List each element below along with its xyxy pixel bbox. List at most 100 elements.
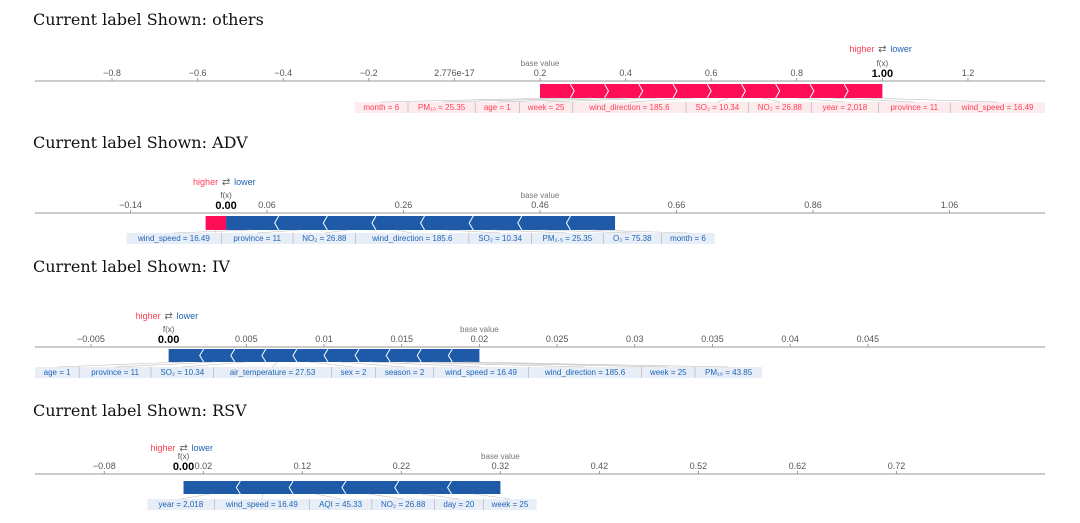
feature-connector xyxy=(542,229,633,234)
feature-label-bg xyxy=(434,499,484,510)
feature-connector xyxy=(497,97,626,103)
tick-label: 2.776e-17 xyxy=(434,68,475,78)
feature-label: wind_speed = 16.49 xyxy=(225,500,298,509)
feature-label: week = 25 xyxy=(527,103,565,112)
feature-label: SO₂ = 10.34 xyxy=(695,103,739,112)
feature-connector xyxy=(421,493,459,500)
positive-chevron xyxy=(740,83,746,99)
feature-connector xyxy=(261,493,264,500)
legend-higher: higher xyxy=(193,177,218,187)
feature-label-bg xyxy=(528,367,642,378)
tick-label: 0.52 xyxy=(690,461,708,471)
feature-label: age = 1 xyxy=(44,368,71,377)
feature-label-bg xyxy=(531,233,604,244)
feature-label-bg xyxy=(950,102,1045,113)
feature-label-bg xyxy=(519,102,573,113)
legend-arrows-icon: ⇄ xyxy=(222,177,230,188)
negative-chevron xyxy=(288,480,294,495)
feature-connector xyxy=(831,97,915,103)
negative-chevron xyxy=(447,348,453,363)
feature-connector xyxy=(370,361,482,368)
feature-label: PM₂.₅ = 25.35 xyxy=(543,234,593,243)
positive-chevron xyxy=(672,83,678,99)
tick-label: −0.2 xyxy=(360,68,378,78)
feature-label-bg xyxy=(213,367,332,378)
tick-label: 1.06 xyxy=(941,200,959,210)
tick-label: 0.045 xyxy=(857,334,880,344)
feature-label-bg xyxy=(475,102,520,113)
positive-chevron xyxy=(775,83,781,99)
feature-connector xyxy=(308,361,354,368)
feature-label-bg xyxy=(641,367,695,378)
panel-title-rsv: Current label Shown: RSV xyxy=(33,401,247,420)
feature-label: wind_direction = 185.6 xyxy=(588,103,670,112)
feature-label-bg xyxy=(572,102,686,113)
feature-label-bg xyxy=(79,367,151,378)
feature-label: SO₂ = 10.34 xyxy=(478,234,522,243)
base-value-label: base value xyxy=(521,191,560,200)
tick-label: 0.46 xyxy=(531,200,549,210)
feature-label: season = 2 xyxy=(385,368,425,377)
feature-label-bg xyxy=(371,499,435,510)
feature-label-bg xyxy=(603,233,662,244)
feature-label-bg xyxy=(468,233,532,244)
fx-label: f(x) xyxy=(220,191,232,200)
negative-chevron xyxy=(274,215,280,231)
feature-connector xyxy=(463,361,729,368)
tick-label: 0.62 xyxy=(789,461,807,471)
feature-connector xyxy=(441,97,592,103)
tick-label: 0.025 xyxy=(546,334,569,344)
negative-chevron xyxy=(354,348,360,363)
negative-chevron xyxy=(230,348,236,363)
legend-lower: lower xyxy=(890,44,912,54)
tick-label: 1.2 xyxy=(962,68,975,78)
feature-label-bg xyxy=(661,233,715,244)
tick-label: −0.6 xyxy=(189,68,207,78)
feature-connector xyxy=(546,97,660,103)
feature-connector xyxy=(432,361,669,368)
legend-arrows-icon: ⇄ xyxy=(878,44,886,55)
positive-bar xyxy=(205,216,227,230)
negative-chevron xyxy=(199,348,205,363)
feature-connector xyxy=(473,493,511,500)
legend-arrows-icon: ⇄ xyxy=(179,443,187,454)
feature-label-bg xyxy=(355,233,469,244)
tick-label: −0.005 xyxy=(77,334,105,344)
feature-connector xyxy=(444,229,501,234)
feature-label: wind_speed = 16.49 xyxy=(444,368,517,377)
force-plot-2: −0.005 0.005 0.01 0.015 0.02 0.025 0.03 0.035 0.… xyxy=(35,311,1045,378)
feature-label-bg xyxy=(695,367,763,378)
tick-label: 0.8 xyxy=(791,68,804,78)
feature-label: SO₂ = 10.34 xyxy=(160,368,204,377)
feature-label-bg xyxy=(293,233,356,244)
feature-label: NO₂ = 26.88 xyxy=(758,103,803,112)
feature-connector xyxy=(272,361,278,368)
feature-label-bg xyxy=(408,102,476,113)
tick-label: 0.015 xyxy=(390,334,413,344)
feature-label-bg xyxy=(878,102,951,113)
feature-label: air_temperature = 27.53 xyxy=(230,368,316,377)
tick-label: 0.4 xyxy=(619,68,632,78)
feature-connector xyxy=(401,361,586,368)
feature-label-bg xyxy=(221,233,294,244)
feature-label-bg xyxy=(811,102,879,113)
force-plot-3: −0.08 0.02 0.12 0.22 0.32 0.42 0.52 0.62 0.72 bas… xyxy=(35,443,1045,510)
tick-label: 0.2 xyxy=(534,68,547,78)
force-plot-0: −0.8 −0.6 −0.4 −0.2 2.776e-17 0.2 0.4 0.6 0.8 1.2… xyxy=(35,44,1045,113)
feature-label: province = 11 xyxy=(890,103,938,112)
negative-chevron xyxy=(261,348,267,363)
tick-label: 0.02 xyxy=(471,334,489,344)
feature-label-bg xyxy=(433,367,529,378)
feature-label: PM₁₀ = 25.35 xyxy=(418,103,466,112)
tick-label: 0.04 xyxy=(781,334,799,344)
feature-label: AQI = 45.33 xyxy=(319,500,362,509)
feature-label: sex = 2 xyxy=(340,368,367,377)
feature-label: month = 6 xyxy=(670,234,706,243)
feature-label: province = 11 xyxy=(233,234,281,243)
negative-chevron xyxy=(446,480,453,495)
fx-value: 0.00 xyxy=(215,200,236,212)
panel-title-iv: Current label Shown: IV xyxy=(33,257,230,276)
feature-label: week = 25 xyxy=(649,368,687,377)
feature-connector xyxy=(629,97,695,103)
